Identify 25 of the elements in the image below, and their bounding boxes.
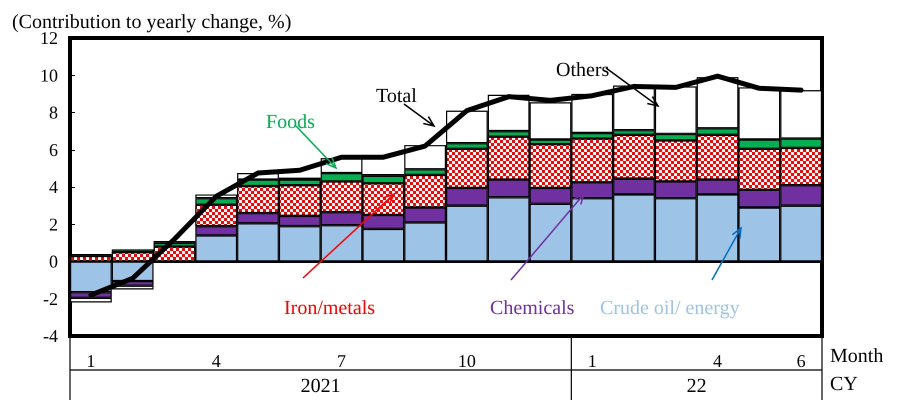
text: Foods (266, 111, 316, 133)
x-tick-label: 6 (796, 351, 806, 371)
y-tick-label: 10 (40, 65, 58, 86)
y-tick-label: -2 (43, 288, 58, 309)
x-axis-title: Month (830, 345, 884, 367)
x-tick-label: 1 (588, 351, 597, 371)
x-tick-label: 10 (458, 351, 476, 371)
y-tick-label: 2 (49, 214, 58, 234)
text: 2021 (300, 375, 341, 397)
series-label: Crude oil/ energy (600, 297, 740, 319)
y-tick-label: 4 (49, 177, 58, 197)
series-label: Others (556, 59, 610, 81)
y-tick-label: 0 (49, 252, 58, 272)
text: Iron/metals (284, 297, 376, 319)
series-label: Total (376, 85, 418, 107)
x-tick-label: 7 (337, 351, 346, 371)
text: 22 (686, 375, 707, 397)
text: CY (830, 373, 858, 395)
x-tick-label: 4 (713, 351, 722, 371)
y-tick-label: -4 (43, 326, 58, 346)
text: Chemicals (490, 297, 575, 319)
x-tick-label: 4 (212, 351, 221, 371)
y-tick-label: 6 (49, 140, 58, 160)
x-tick-label: 1 (86, 351, 96, 371)
y-tick-label: 8 (49, 102, 58, 122)
